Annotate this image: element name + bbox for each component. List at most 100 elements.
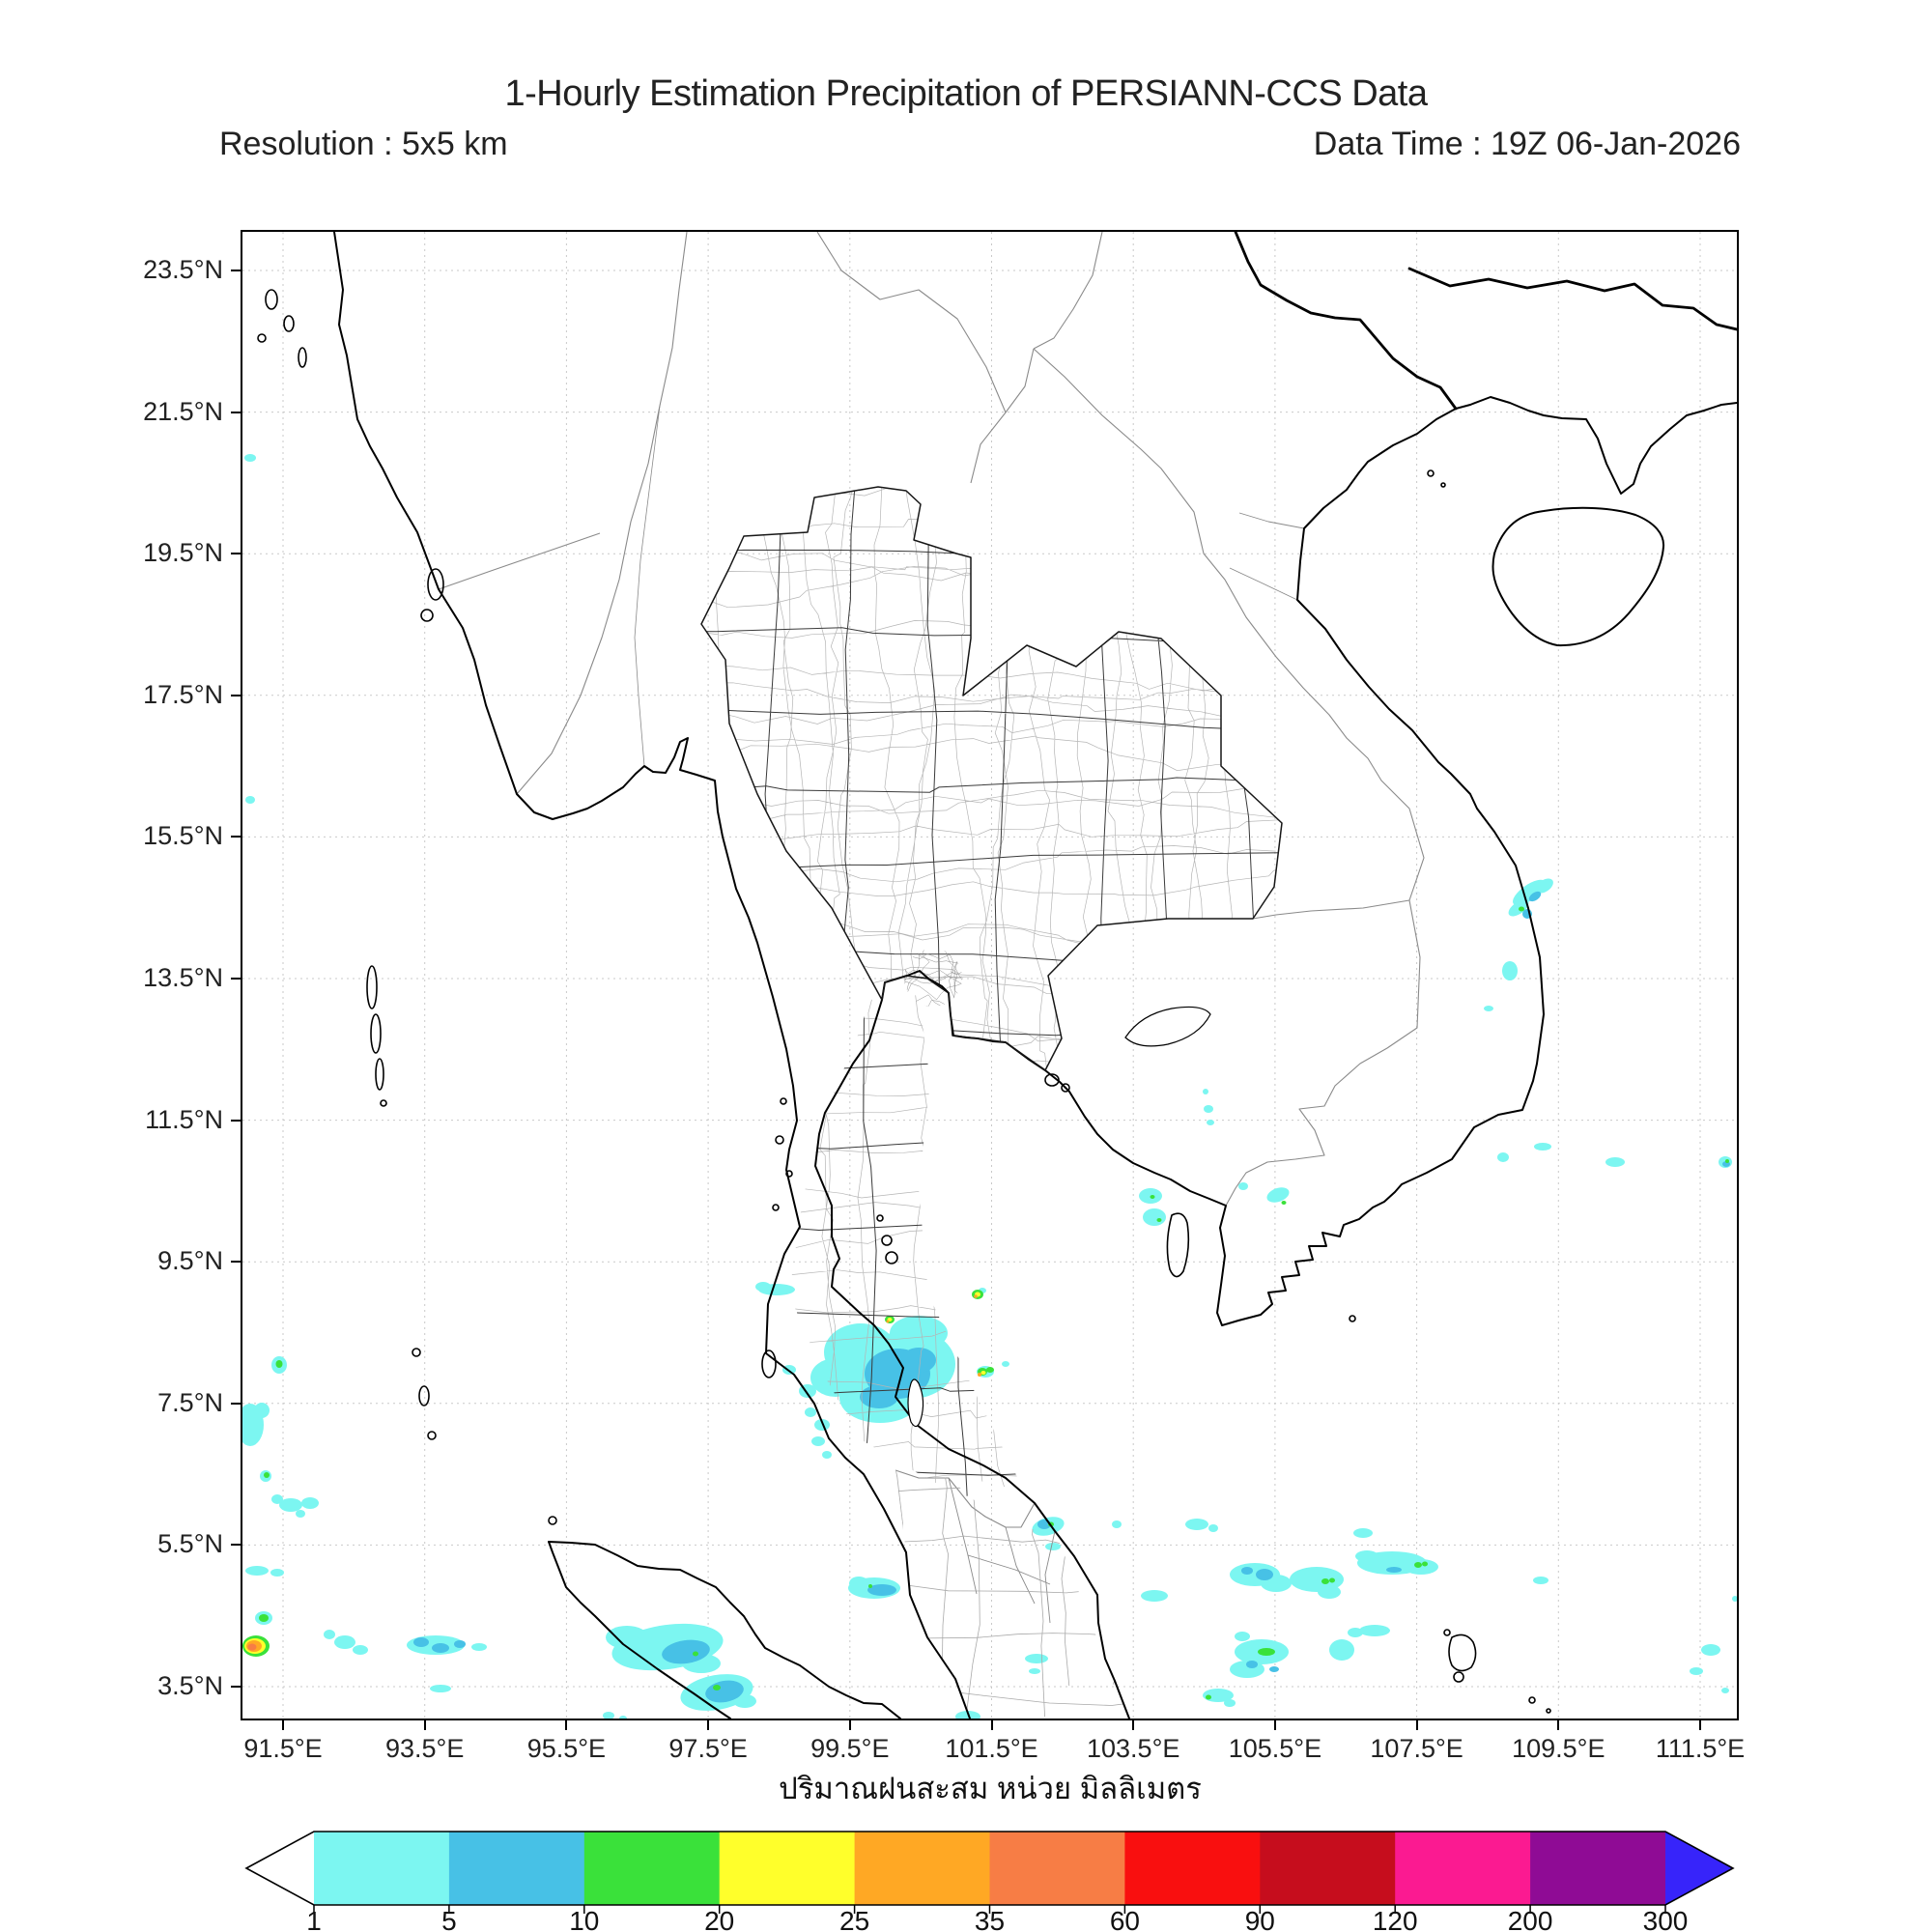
precip-cell-c1 (245, 796, 255, 804)
precip-cell-c2 (1246, 1661, 1258, 1668)
precip-cell-c2 (662, 1639, 710, 1664)
lat-tick (231, 270, 242, 271)
precip-cell-c1 (890, 1316, 948, 1350)
precip-cell-c1 (1353, 1528, 1373, 1538)
resolution-label: Resolution : 5x5 km (219, 126, 508, 162)
precip-cell-c2 (1386, 1567, 1402, 1573)
lat-tick (231, 411, 242, 413)
colorbar-segment-c6 (989, 1832, 1125, 1905)
lat-tick (231, 836, 242, 838)
precip-cell-c1 (1348, 1628, 1363, 1637)
lat-tick-label: 5.5°N (157, 1529, 223, 1559)
precipitation-colorbar: 1 5 10 20 25 35 60 90 120 200 300 (244, 1831, 1735, 1932)
lon-tick-label: 107.5°E (1370, 1734, 1463, 1763)
admin-boundary-mesh (789, 995, 1020, 1497)
precip-cell-c1 (1025, 1654, 1048, 1663)
precip-cell-c1 (430, 1685, 451, 1692)
precip-cell-c5 (978, 1373, 981, 1377)
coastlines (333, 232, 1737, 1719)
lon-tick-label: 111.5°E (1655, 1734, 1746, 1763)
lon-tick (848, 1719, 851, 1730)
lat-tick (231, 1119, 242, 1122)
precip-cell-c2 (1528, 891, 1542, 902)
precip-cell-c1 (1266, 1187, 1290, 1203)
lon-tick-label: 97.5°E (668, 1734, 748, 1763)
precip-cell-c1 (1534, 1143, 1551, 1151)
colorbar-segment-c10 (1530, 1832, 1666, 1905)
colorbar-tick-label: 25 (839, 1906, 869, 1932)
colorbar-segment-c3 (583, 1832, 721, 1905)
precip-cell-c2 (454, 1640, 466, 1648)
precip-cell-c3 (986, 1367, 994, 1373)
precip-cell-c1 (1045, 1543, 1061, 1550)
colorbar-tick-label: 300 (1643, 1906, 1689, 1932)
precip-cell-c2 (901, 1348, 936, 1373)
precip-cell-c1 (244, 454, 256, 462)
colorbar-tick-label: 20 (704, 1906, 734, 1932)
colorbar-tick-label: 120 (1373, 1906, 1418, 1932)
precip-cell-c6 (247, 1643, 257, 1651)
admin-boundary-mesh (904, 949, 962, 1007)
precip-cell-c3 (275, 1360, 283, 1368)
colorbar-tick-label: 60 (1110, 1906, 1140, 1932)
precip-cell-c3 (1519, 906, 1524, 912)
precip-cell-c3 (1725, 1159, 1729, 1163)
lon-tick (990, 1719, 993, 1730)
colorbar-segment-c4 (719, 1832, 856, 1905)
precip-cell-c1 (1029, 1668, 1040, 1674)
precipitation-map (242, 232, 1737, 1719)
precip-cell-c1 (1605, 1157, 1625, 1167)
colorbar-tick-label: 1 (306, 1906, 322, 1932)
precip-cell-c5 (974, 1294, 978, 1298)
lon-tick-label: 95.5°E (526, 1734, 607, 1763)
precip-cell-c3 (693, 1651, 698, 1657)
lon-tick (1699, 1719, 1701, 1730)
islands (257, 289, 1551, 1714)
precip-cell-c3 (1329, 1577, 1335, 1583)
precip-cell-c3 (1150, 1195, 1155, 1199)
colorbar-segment-c8 (1260, 1832, 1396, 1905)
colorbar-tick-label: 5 (441, 1906, 457, 1932)
lon-tick-label: 109.5°E (1512, 1734, 1605, 1763)
precip-cell-c1 (1484, 1006, 1493, 1011)
district-mesh (701, 487, 1282, 1718)
colorbar-segment-c5 (854, 1832, 990, 1905)
page-title: 1-Hourly Estimation Precipitation of PER… (504, 73, 1428, 114)
precip-cell-c1 (1690, 1667, 1703, 1675)
precip-cell-c1 (1238, 1182, 1248, 1190)
precip-cell-c1 (811, 1436, 825, 1446)
precip-cell-c1 (245, 1566, 269, 1576)
lat-tick-label: 13.5°N (143, 963, 223, 992)
precip-cell-c1 (1355, 1550, 1378, 1562)
lat-tick-label: 21.5°N (143, 396, 223, 426)
precip-cell-c1 (814, 1419, 830, 1431)
precip-cell-c1 (1203, 1089, 1208, 1094)
precip-cell-c1 (1318, 1585, 1341, 1599)
precip-cell-c1 (1329, 1639, 1354, 1661)
colorbar-tick-label: 90 (1245, 1906, 1275, 1932)
precip-cell-c1 (805, 1407, 816, 1417)
precip-cell-c2 (867, 1584, 896, 1596)
precip-cell-c2 (432, 1643, 449, 1653)
precip-cell-c1 (1404, 1559, 1438, 1575)
precip-cell-c3 (868, 1584, 872, 1588)
lon-tick-label: 99.5°E (810, 1734, 890, 1763)
lat-tick-label: 15.5°N (143, 821, 223, 851)
precip-cell-c3 (1206, 1694, 1211, 1700)
precip-cell-c1 (471, 1643, 487, 1651)
precip-cell-c3 (259, 1614, 269, 1622)
precip-cell-c1 (822, 1451, 832, 1459)
precip-cell-c3 (1281, 1201, 1287, 1205)
lakes (907, 1006, 1211, 1428)
colorbar-tick-label: 200 (1508, 1906, 1553, 1932)
xaxis-label-thai: ปริมาณฝนสะสม หน่วย มิลลิเมตร (779, 1772, 1202, 1805)
lon-tick (1415, 1719, 1418, 1730)
lon-tick-label: 93.5°E (385, 1734, 465, 1763)
precip-cell-c1 (301, 1497, 319, 1509)
colorbar-tick-label: 35 (975, 1906, 1005, 1932)
precip-cell-c1 (324, 1630, 335, 1639)
map-panel (241, 230, 1739, 1720)
precip-cell-c2 (1269, 1666, 1279, 1672)
precip-cell-c1 (1721, 1688, 1729, 1693)
